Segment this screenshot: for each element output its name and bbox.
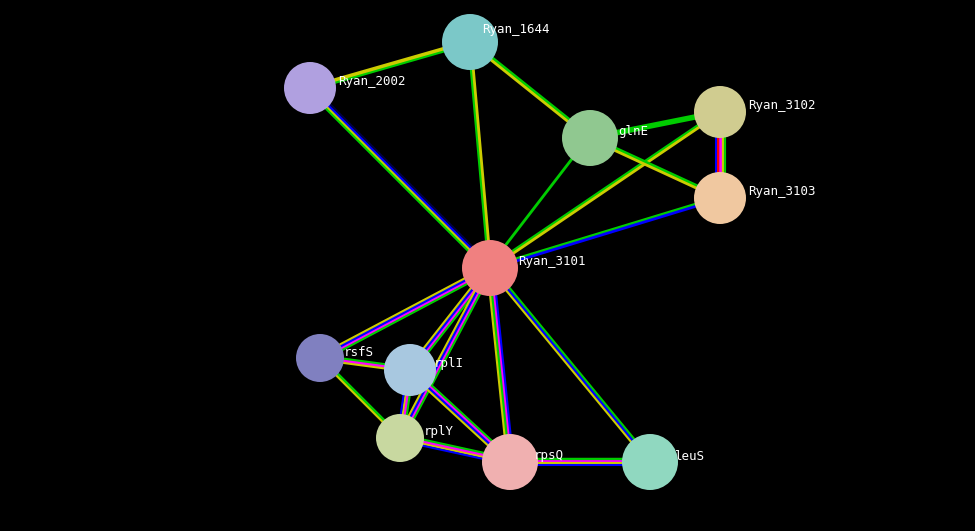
- Circle shape: [296, 334, 344, 382]
- Circle shape: [442, 14, 498, 70]
- Text: glnE: glnE: [618, 125, 648, 139]
- Circle shape: [562, 110, 618, 166]
- Text: rsfS: rsfS: [344, 346, 374, 358]
- Circle shape: [694, 172, 746, 224]
- Circle shape: [462, 240, 518, 296]
- Circle shape: [376, 414, 424, 462]
- Circle shape: [694, 86, 746, 138]
- Circle shape: [622, 434, 678, 490]
- Text: Ryan_1644: Ryan_1644: [482, 23, 550, 37]
- Text: rplI: rplI: [434, 357, 464, 371]
- Text: Ryan_3101: Ryan_3101: [518, 255, 586, 269]
- Circle shape: [482, 434, 538, 490]
- Text: leuS: leuS: [674, 450, 704, 463]
- Text: rplY: rplY: [424, 425, 454, 439]
- Text: rpsQ: rpsQ: [534, 450, 564, 463]
- Circle shape: [384, 344, 436, 396]
- Text: Ryan_2002: Ryan_2002: [338, 75, 406, 89]
- Circle shape: [284, 62, 336, 114]
- Text: Ryan_3102: Ryan_3102: [748, 99, 815, 113]
- Text: Ryan_3103: Ryan_3103: [748, 185, 815, 199]
